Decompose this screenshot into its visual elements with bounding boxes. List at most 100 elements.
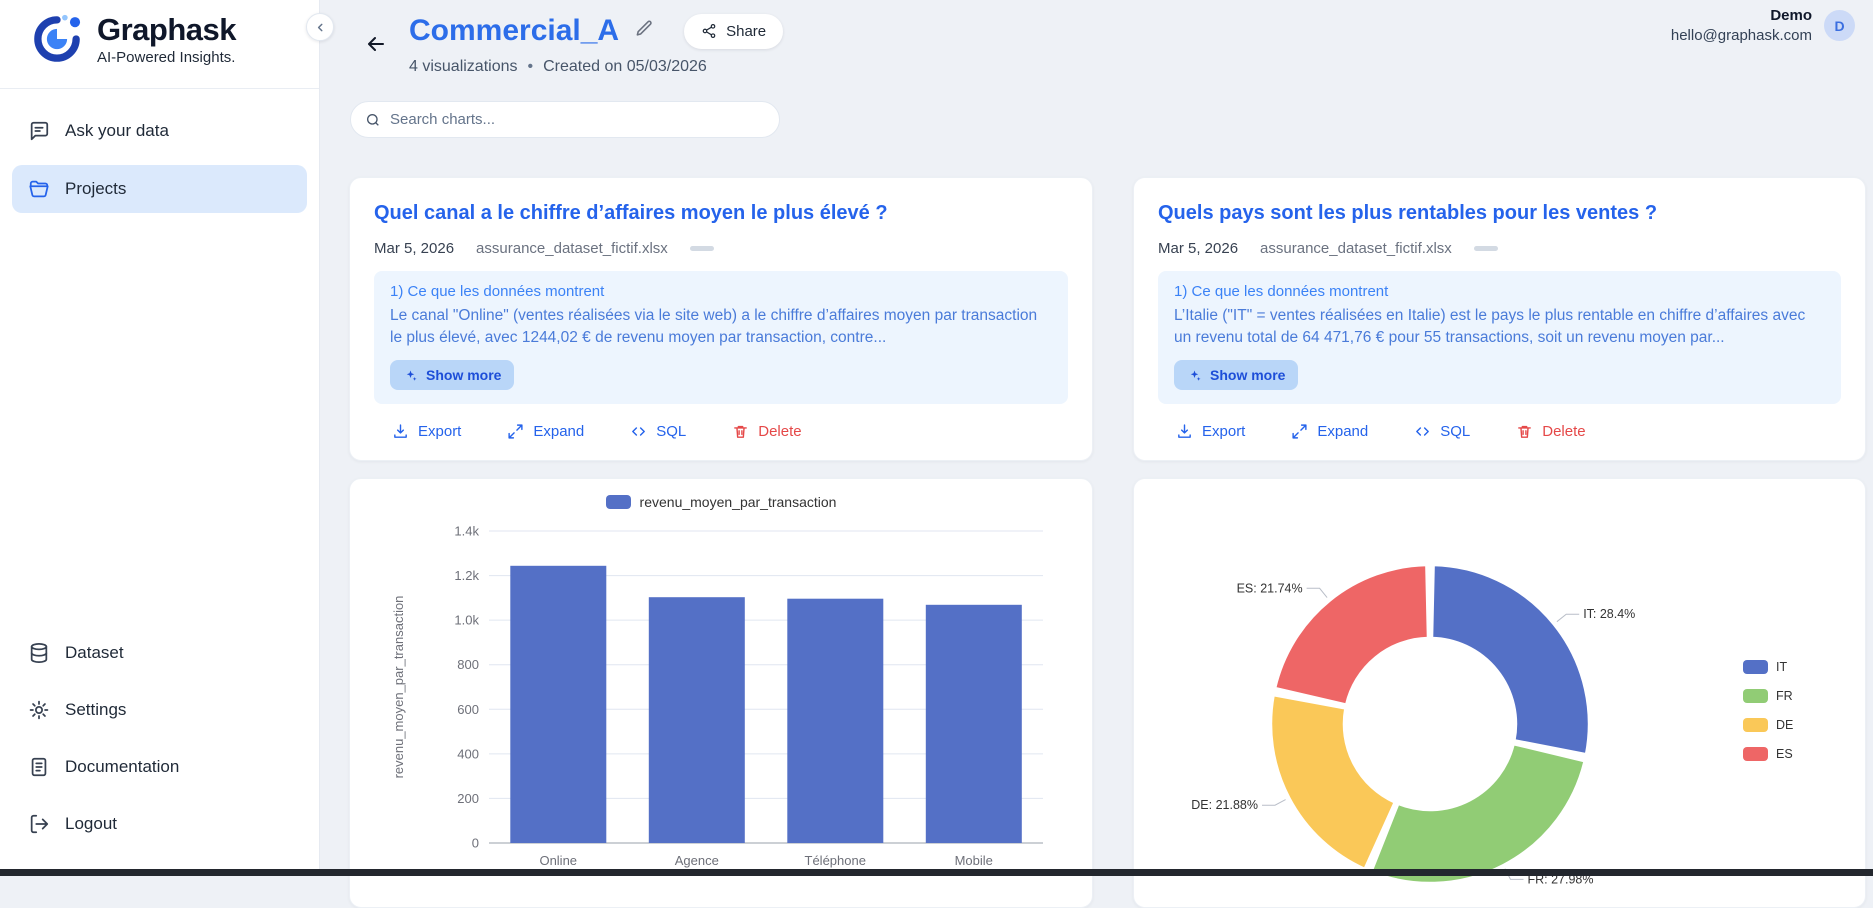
project-meta: 4 visualizations • Created on 05/03/2026 [409,58,783,76]
delete-button[interactable]: Delete [732,423,802,440]
svg-text:revenu_moyen_par_transaction: revenu_moyen_par_transaction [391,596,406,779]
screen-bottom-edge [0,869,1873,876]
back-button[interactable] [360,28,392,60]
sql-button[interactable]: SQL [1414,423,1470,440]
export-button[interactable]: Export [1176,423,1245,440]
expand-button[interactable]: Expand [1291,423,1368,440]
sidebar-item-documentation[interactable]: Documentation [12,743,307,791]
svg-text:Mobile: Mobile [955,853,993,868]
sidebar-item-projects[interactable]: Projects [12,165,307,213]
card-actions: Export Expand SQL Delete [1158,423,1841,440]
show-more-button[interactable]: Show more [1174,360,1299,390]
sidebar-item-label: Projects [65,179,127,198]
chevron-left-icon [317,23,322,31]
legend-item-es[interactable]: ES [1743,747,1793,761]
download-icon [1178,424,1191,438]
edit-title-button[interactable] [635,19,654,43]
insight-body: Le canal "Online" (ventes réalisées via … [390,307,1038,346]
svg-text:Téléphone: Téléphone [805,853,866,868]
user-name: Demo [1770,7,1812,24]
meta-dash [689,246,714,251]
svg-text:1.4k: 1.4k [454,524,479,539]
page-title: Commercial_A [409,14,620,47]
sidebar-item-label: Settings [65,700,127,719]
chat-bubble-icon [30,121,49,141]
sidebar-item-label: Logout [65,814,117,833]
sidebar-divider [0,88,319,89]
avatar[interactable]: D [1824,10,1855,41]
expand-button[interactable]: Expand [507,423,584,440]
bar-chart-card: revenu_moyen_par_transaction 0 200 400 600 8… [349,478,1093,908]
search-bar [350,101,780,138]
ai-insight-box: 1) Ce que les données montrent Le canal … [374,271,1068,404]
chart-dataset-name: assurance_dataset_fictif.xlsx [1260,240,1452,257]
chart-info-card: Quel canal a le chiffre d’affaires moyen… [349,177,1093,461]
show-more-label: Show more [1210,367,1286,383]
svg-text:0: 0 [472,836,479,851]
svg-text:1.2k: 1.2k [454,568,479,583]
folder-icon [29,180,49,198]
gear-icon [29,700,49,720]
search-input[interactable] [390,111,765,128]
bar-chart-legend[interactable]: revenu_moyen_par_transaction [350,491,1092,513]
visualization-column-1: Quel canal a le chiffre d’affaires moyen… [349,177,1093,908]
legend-item-fr[interactable]: FR [1743,689,1793,703]
meta-dash [1473,246,1498,251]
delete-button[interactable]: Delete [1516,423,1586,440]
legend-item-it[interactable]: IT [1743,660,1793,674]
bar-chart: 0 200 400 600 800 1.0k 1.2k 1.4k Online Agence Tél… [391,524,1043,868]
show-more-button[interactable]: Show more [390,360,515,390]
magnifier-icon [367,113,379,126]
insight-heading: 1) Ce que les données montrent [390,283,605,300]
sidebar: Graphask AI-Powered Insights. Ask your d… [0,0,334,876]
svg-text:ES: 21.74%: ES: 21.74% [1237,581,1303,595]
sidebar-item-dataset[interactable]: Dataset [12,629,307,677]
svg-text:800: 800 [457,657,479,672]
sql-button[interactable]: SQL [630,423,686,440]
chart-question-title: Quels pays sont les plus rentables pour … [1158,202,1658,224]
share-button[interactable]: Share [684,13,784,49]
sidebar-item-logout[interactable]: Logout [12,800,307,848]
brand-name: Graphask [97,12,237,47]
legend-marker [1743,718,1768,732]
meta-separator: • [527,58,534,75]
user-account: Demo hello@graphask.com D [1671,7,1855,44]
document-icon [31,757,47,777]
code-brackets-icon [1416,427,1430,436]
created-date: Created on 05/03/2026 [543,58,707,75]
main-content: Commercial_A Share 4 visualizations • Cr… [320,0,1873,908]
sidebar-item-ask-your-data[interactable]: Ask your data [12,107,307,155]
svg-text:400: 400 [457,746,479,761]
chart-date: Mar 5, 2026 [1158,240,1239,257]
header: Commercial_A Share 4 visualizations • Cr… [409,10,784,76]
chart-info-card: Quels pays sont les plus rentables pour … [1133,177,1866,461]
brand: Graphask AI-Powered Insights. [0,0,319,76]
database-icon [30,642,48,664]
svg-text:200: 200 [457,791,479,806]
sidebar-collapse-button[interactable] [306,13,334,41]
download-icon [394,424,407,438]
export-button[interactable]: Export [392,423,461,440]
svg-text:600: 600 [457,702,479,717]
legend-marker [1743,747,1768,761]
sparkles-icon [406,370,417,381]
share-nodes-icon [702,24,716,38]
chart-date: Mar 5, 2026 [374,240,455,257]
graphask-logo-icon [34,14,81,62]
sidebar-item-label: Documentation [65,757,180,776]
svg-text:IT: 28.4%: IT: 28.4% [1583,607,1635,621]
trash-icon [1518,425,1532,438]
visualization-count: 4 visualizations [409,58,518,75]
svg-text:1.0k: 1.0k [454,613,479,628]
brand-tagline: AI-Powered Insights. [97,49,236,66]
chart-dataset-name: assurance_dataset_fictif.xlsx [476,240,668,257]
legend-marker [1743,660,1768,674]
sidebar-item-label: Dataset [65,643,124,662]
legend-item-de[interactable]: DE [1743,718,1793,732]
arrows-diagonal-icon [508,424,523,439]
arrows-diagonal-icon [1292,424,1307,439]
visualization-column-2: Quels pays sont les plus rentables pour … [1133,177,1866,908]
svg-text:Online: Online [539,853,577,868]
sidebar-item-settings[interactable]: Settings [12,686,307,734]
legend-marker [605,495,631,509]
